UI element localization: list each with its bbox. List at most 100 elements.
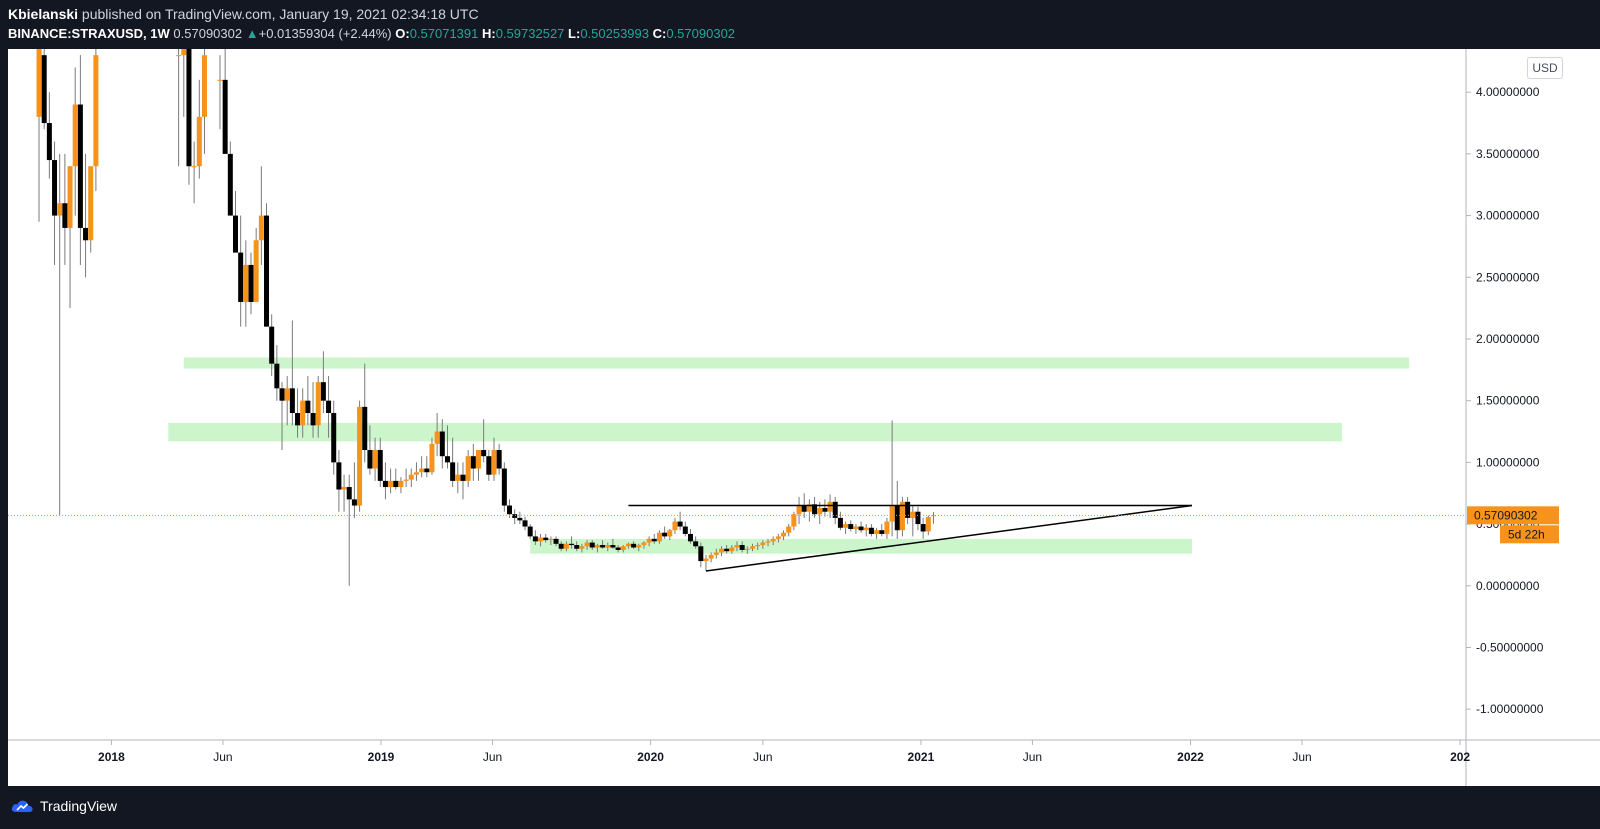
candle-body[interactable] [770,538,776,542]
candle-body[interactable] [672,521,678,531]
candle-body[interactable] [713,552,719,555]
candle-body[interactable] [382,480,388,488]
candle-body[interactable] [367,450,373,469]
candle-body[interactable] [315,382,321,426]
candle-body[interactable] [377,450,383,481]
candle-body[interactable] [196,116,202,167]
candle-body[interactable] [408,474,414,480]
candle-body[interactable] [222,79,228,154]
candle-body[interactable] [527,526,533,537]
candle-body[interactable] [600,545,606,548]
candle-body[interactable] [388,480,394,488]
candle-body[interactable] [424,468,430,473]
candle-body[interactable] [899,501,905,531]
candle-body[interactable] [538,537,544,542]
candle-body[interactable] [889,505,895,522]
candle-body[interactable] [481,450,487,457]
candle-body[interactable] [874,530,880,534]
candle-body[interactable] [393,480,399,488]
candle-body[interactable] [569,543,575,546]
candle-body[interactable] [232,215,238,253]
candle-body[interactable] [88,166,94,241]
symbol-label[interactable]: BINANCE:STRAXUSD, 1W [8,26,170,41]
candle-body[interactable] [243,264,249,302]
candle-body[interactable] [791,514,797,527]
candle-body[interactable] [574,545,580,549]
candle-body[interactable] [558,543,564,549]
candle-body[interactable] [734,545,740,548]
candle-body[interactable] [905,501,911,518]
candle-body[interactable] [279,388,285,401]
candle-body[interactable] [662,532,668,537]
candle-body[interactable] [843,524,849,528]
candle-body[interactable] [868,527,874,534]
candle-body[interactable] [703,558,709,562]
candle-body[interactable] [46,123,52,161]
candle-body[interactable] [284,388,290,401]
candle-body[interactable] [305,400,311,414]
candle-body[interactable] [201,55,207,117]
candle-body[interactable] [781,532,787,537]
candle-body[interactable] [765,541,771,543]
candle-body[interactable] [848,524,854,529]
candle-body[interactable] [786,526,792,533]
candle-body[interactable] [594,545,600,548]
candle-body[interactable] [625,543,631,547]
candle-body[interactable] [646,538,652,543]
tradingview-logo[interactable]: TradingView [10,798,117,814]
candle-body[interactable] [641,542,647,546]
candle-body[interactable] [755,545,761,547]
candle-body[interactable] [326,400,332,414]
candle-body[interactable] [760,542,766,546]
candle-body[interactable] [77,104,83,228]
candle-body[interactable] [62,203,68,228]
candle-body[interactable] [651,538,657,542]
candle-body[interactable] [191,166,197,168]
candle-body[interactable] [553,538,559,544]
candle-body[interactable] [227,153,233,216]
currency-button[interactable]: USD [1527,57,1563,79]
candle-body[interactable] [853,526,859,529]
candle-body[interactable] [827,501,833,512]
candle-body[interactable] [93,55,99,167]
candle-body[interactable] [491,450,497,475]
candle-body[interactable] [724,548,730,552]
candle-body[interactable] [181,49,187,56]
candle-body[interactable] [52,160,58,216]
candle-body[interactable] [176,55,182,57]
candle-body[interactable] [801,505,807,512]
candle-body[interactable] [357,406,363,506]
candle-body[interactable] [512,514,518,518]
candle-body[interactable] [858,526,864,531]
candle-body[interactable] [817,508,823,515]
candle-body[interactable] [258,215,264,241]
candle-body[interactable] [253,240,259,302]
candle-body[interactable] [248,264,254,302]
candle-body[interactable] [739,545,745,550]
candle-body[interactable] [429,443,435,473]
candle-body[interactable] [610,545,616,548]
candle-body[interactable] [775,536,781,539]
candle-body[interactable] [812,504,818,515]
candle-body[interactable] [708,554,714,559]
candle-body[interactable] [336,462,342,490]
candle-body[interactable] [579,546,585,549]
candle-body[interactable] [884,521,890,534]
candle-body[interactable] [269,326,275,364]
candle-body[interactable] [41,55,47,124]
candle-body[interactable] [67,166,73,228]
candle-body[interactable] [186,49,192,167]
candle-body[interactable] [501,468,507,506]
candle-body[interactable] [548,538,554,541]
candle-body[interactable] [920,524,926,532]
candle-body[interactable] [238,252,244,302]
candle-body[interactable] [832,501,838,518]
candle-body[interactable] [475,450,481,469]
candle-body[interactable] [605,545,611,548]
candle-body[interactable] [455,474,461,481]
candle-body[interactable] [486,456,492,475]
candle-body[interactable] [310,413,316,426]
candle-body[interactable] [589,542,595,548]
candle-body[interactable] [517,517,523,521]
candle-body[interactable] [320,382,326,401]
